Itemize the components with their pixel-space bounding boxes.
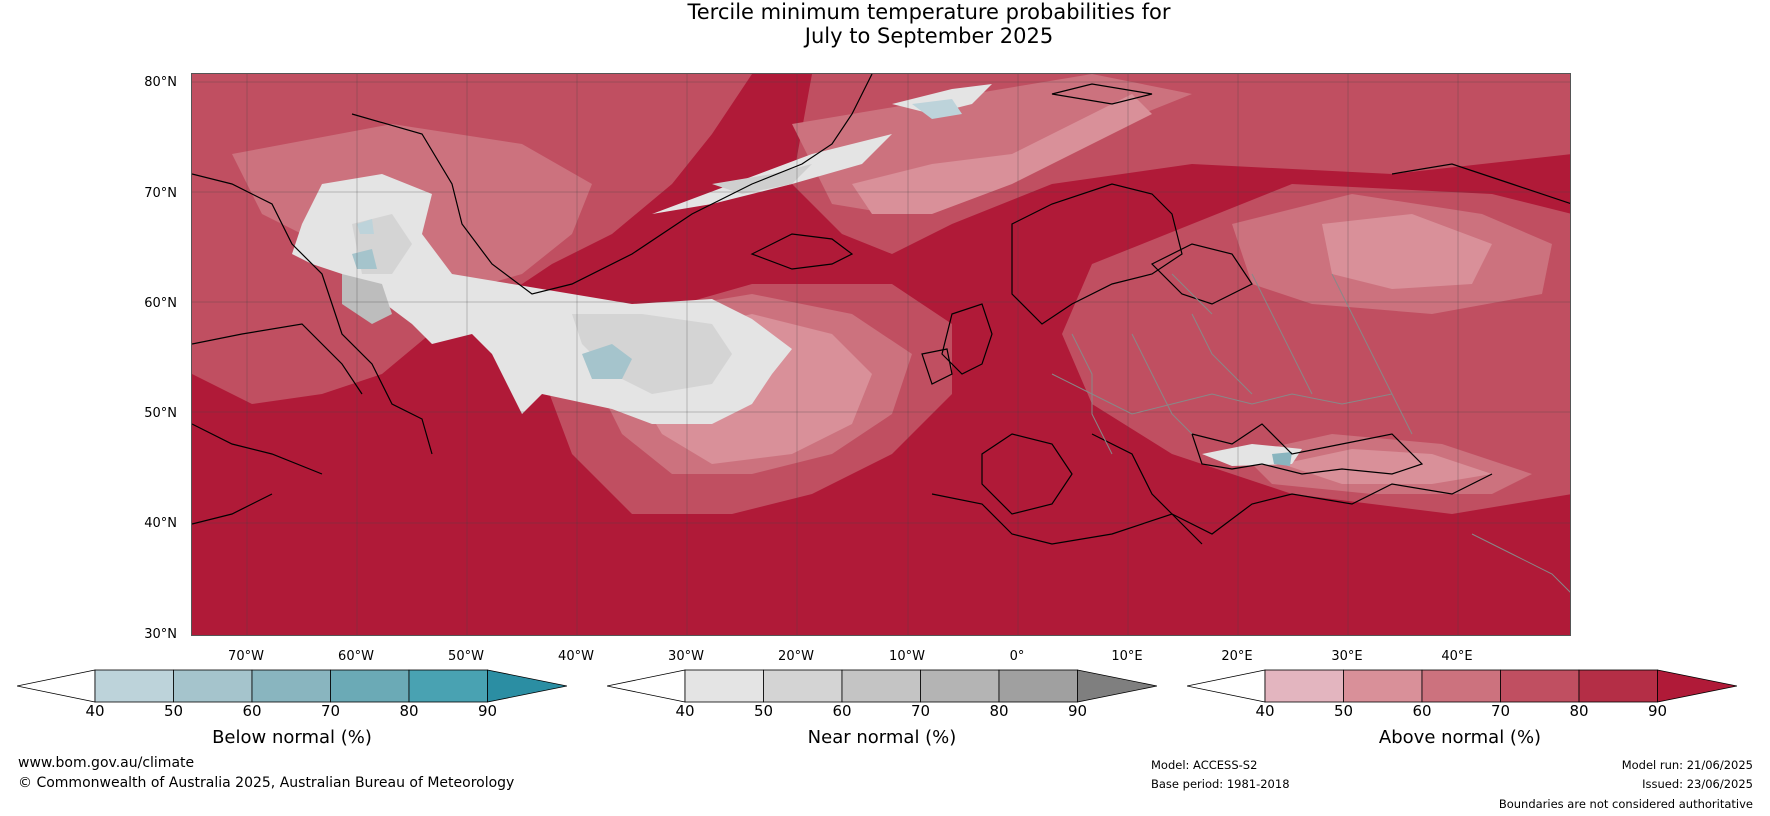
cbar-above-seg-6	[1657, 669, 1737, 703]
cbar-above-tick-70: 70	[1490, 702, 1511, 720]
cbar-above-seg-5	[1578, 669, 1658, 703]
cbar-near-tick-80: 80	[989, 702, 1009, 720]
lat-label-40n: 40°N	[144, 516, 177, 531]
cbar-above-tick-50: 50	[1333, 702, 1354, 720]
lat-label-60n: 60°N	[144, 296, 177, 311]
lat-label-50n: 50°N	[144, 406, 177, 421]
country-borders	[1051, 273, 1570, 593]
cbar-below-seg-3	[251, 669, 331, 703]
cbar-above-tick-90: 90	[1647, 702, 1668, 720]
footer-website-link[interactable]: www.bom.gov.au/climate	[18, 755, 195, 771]
cbar-near-seg-2	[763, 669, 843, 703]
cbar-below-title: Below normal (%)	[212, 727, 372, 748]
footer-model: Model: ACCESS-S2	[1151, 758, 1258, 772]
cbar-below-tick-70: 70	[320, 702, 341, 720]
lon-label-30e: 30°E	[1331, 649, 1363, 664]
cbar-near-tick-90: 90	[1067, 702, 1088, 720]
cbar-below-seg-2	[173, 669, 253, 703]
cbar-below-tick-40: 40	[85, 702, 105, 720]
cbar-above-seg-3	[1421, 669, 1501, 703]
cbar-above-tick-80: 80	[1569, 702, 1589, 720]
cbar-below-seg-5	[408, 669, 488, 703]
cbar-near-tick-60: 60	[832, 702, 852, 720]
footer-base-period: Base period: 1981-2018	[1151, 777, 1290, 791]
cbar-below-seg-6	[487, 669, 567, 703]
colorbar-below-normal	[17, 669, 567, 703]
lon-label-0: 0°	[1009, 649, 1025, 664]
lon-label-70w: 70°W	[228, 649, 264, 664]
probability-map	[191, 73, 1571, 636]
footer-disclaimer: Boundaries are not considered authoritat…	[1498, 797, 1753, 811]
cbar-below-seg-1	[94, 669, 174, 703]
lon-label-10e: 10°E	[1111, 649, 1143, 664]
cbar-below-seg-0	[17, 669, 96, 703]
title-line-2: July to September 2025	[804, 24, 1054, 48]
cbar-above-seg-0	[1187, 669, 1266, 703]
cbar-near-tick-70: 70	[910, 702, 931, 720]
coastlines	[192, 74, 1570, 545]
footer-copyright: © Commonwealth of Australia 2025, Austra…	[18, 775, 515, 791]
cbar-above-tick-40: 40	[1255, 702, 1275, 720]
cbar-below-tick-90: 90	[477, 702, 498, 720]
cbar-above-seg-4	[1500, 669, 1580, 703]
cbar-near-tick-50: 50	[753, 702, 774, 720]
title-line-1: Tercile minimum temperature probabilitie…	[687, 0, 1171, 24]
cbar-below-tick-80: 80	[399, 702, 419, 720]
cbar-near-tick-40: 40	[675, 702, 695, 720]
lon-label-50w: 50°W	[448, 649, 484, 664]
cbar-below-tick-50: 50	[163, 702, 184, 720]
lat-label-30n: 30°N	[144, 627, 177, 642]
lat-label-80n: 80°N	[144, 75, 177, 90]
colorbar-above-normal	[1187, 669, 1737, 703]
cbar-above-seg-2	[1343, 669, 1423, 703]
cbar-above-seg-1	[1264, 669, 1344, 703]
cbar-near-seg-0	[607, 669, 686, 703]
cbar-near-seg-1	[684, 669, 764, 703]
footer-model-run: Model run: 21/06/2025	[1621, 758, 1753, 772]
cbar-near-seg-5	[998, 669, 1078, 703]
cbar-below-tick-60: 60	[242, 702, 262, 720]
lat-label-70n: 70°N	[144, 186, 177, 201]
lon-label-60w: 60°W	[338, 649, 374, 664]
map-title: Tercile minimum temperature probabilitie…	[0, 0, 1770, 48]
cbar-above-tick-60: 60	[1412, 702, 1432, 720]
lon-label-30w: 30°W	[668, 649, 704, 664]
cbar-above-title: Above normal (%)	[1378, 727, 1542, 748]
cbar-near-seg-6	[1077, 669, 1157, 703]
map-canvas	[192, 74, 1570, 635]
near-normal-zone	[292, 84, 1302, 466]
lon-label-40e: 40°E	[1441, 649, 1473, 664]
cbar-near-title: Near normal (%)	[807, 727, 957, 748]
cbar-below-seg-4	[330, 669, 410, 703]
lon-label-20e: 20°E	[1221, 649, 1253, 664]
graticule	[192, 74, 1570, 635]
lon-label-40w: 40°W	[558, 649, 594, 664]
colorbar-near-normal	[607, 669, 1157, 703]
footer-issued: Issued: 23/06/2025	[1642, 777, 1753, 791]
below-normal-zone	[352, 99, 1292, 466]
cbar-near-seg-3	[841, 669, 921, 703]
lon-label-10w: 10°W	[889, 649, 925, 664]
cbar-near-seg-4	[920, 669, 1000, 703]
lon-label-20w: 20°W	[778, 649, 814, 664]
